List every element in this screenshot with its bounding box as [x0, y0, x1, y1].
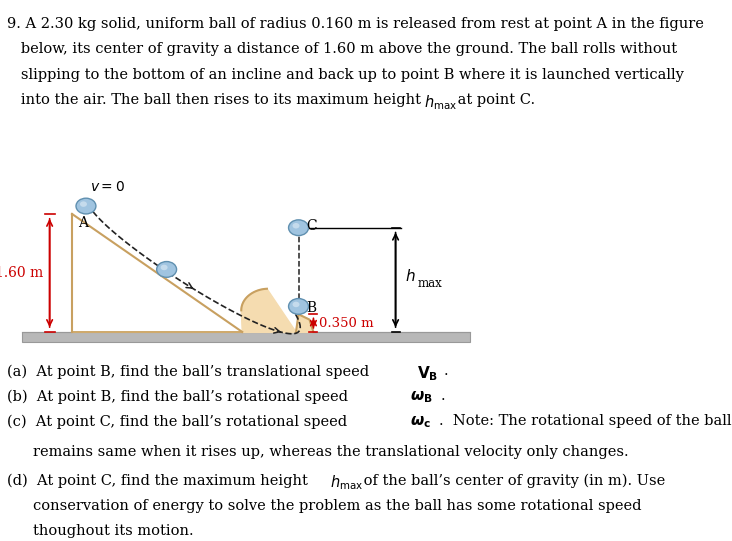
Circle shape	[80, 201, 87, 207]
FancyBboxPatch shape	[22, 332, 470, 342]
Text: conservation of energy to solve the problem as the ball has some rotational spee: conservation of energy to solve the prob…	[33, 499, 641, 513]
Text: of the ball’s center of gravity (in m). Use: of the ball’s center of gravity (in m). …	[359, 474, 665, 488]
Text: (d)  At point C, find the maximum height: (d) At point C, find the maximum height	[7, 474, 313, 488]
Text: max: max	[417, 278, 442, 291]
Text: below, its center of gravity a distance of 1.60 m above the ground. The ball rol: below, its center of gravity a distance …	[7, 42, 677, 56]
Circle shape	[288, 299, 308, 314]
Circle shape	[76, 198, 96, 214]
Circle shape	[293, 223, 299, 228]
Text: into the air. The ball then rises to its maximum height: into the air. The ball then rises to its…	[7, 93, 426, 107]
Text: (b)  At point B, find the ball’s rotational speed: (b) At point B, find the ball’s rotation…	[7, 390, 353, 404]
Circle shape	[293, 302, 299, 307]
Text: $h_{\rm max}$: $h_{\rm max}$	[424, 93, 458, 111]
Text: .: .	[444, 364, 448, 378]
Text: (c)  At point C, find the ball’s rotational speed: (c) At point C, find the ball’s rotation…	[7, 414, 352, 428]
Circle shape	[288, 220, 308, 235]
Text: A: A	[78, 216, 88, 230]
Text: $v = 0$: $v = 0$	[90, 180, 125, 194]
Text: B: B	[306, 301, 316, 315]
Polygon shape	[72, 214, 313, 332]
Text: thoughout its motion.: thoughout its motion.	[33, 524, 193, 538]
Text: 9. A 2.30 kg solid, uniform ball of radius 0.160 m is released from rest at poin: 9. A 2.30 kg solid, uniform ball of radi…	[7, 17, 704, 31]
Text: 0.350 m: 0.350 m	[319, 316, 374, 329]
Text: (a)  At point B, find the ball’s translational speed: (a) At point B, find the ball’s translat…	[7, 364, 374, 379]
Circle shape	[160, 265, 168, 270]
Text: at point C.: at point C.	[453, 93, 535, 107]
Text: 1.60 m: 1.60 m	[0, 266, 44, 280]
Text: $h$: $h$	[405, 268, 415, 284]
Text: $h_{\rm max}$: $h_{\rm max}$	[330, 474, 363, 492]
Text: .: .	[441, 390, 445, 403]
Text: $\boldsymbol{\omega}_{\mathbf{B}}$: $\boldsymbol{\omega}_{\mathbf{B}}$	[409, 390, 433, 405]
Text: $\boldsymbol{\omega}_{\mathbf{c}}$: $\boldsymbol{\omega}_{\mathbf{c}}$	[409, 414, 430, 430]
Text: slipping to the bottom of an incline and back up to point B where it is launched: slipping to the bottom of an incline and…	[7, 68, 684, 82]
Text: .  Note: The rotational speed of the ball does: . Note: The rotational speed of the ball…	[438, 414, 732, 428]
Text: $\mathbf{V}_{\mathbf{B}}$: $\mathbf{V}_{\mathbf{B}}$	[417, 364, 438, 383]
Text: C: C	[306, 219, 317, 233]
Text: remains same when it rises up, whereas the translational velocity only changes.: remains same when it rises up, whereas t…	[33, 445, 628, 459]
Circle shape	[157, 261, 176, 278]
